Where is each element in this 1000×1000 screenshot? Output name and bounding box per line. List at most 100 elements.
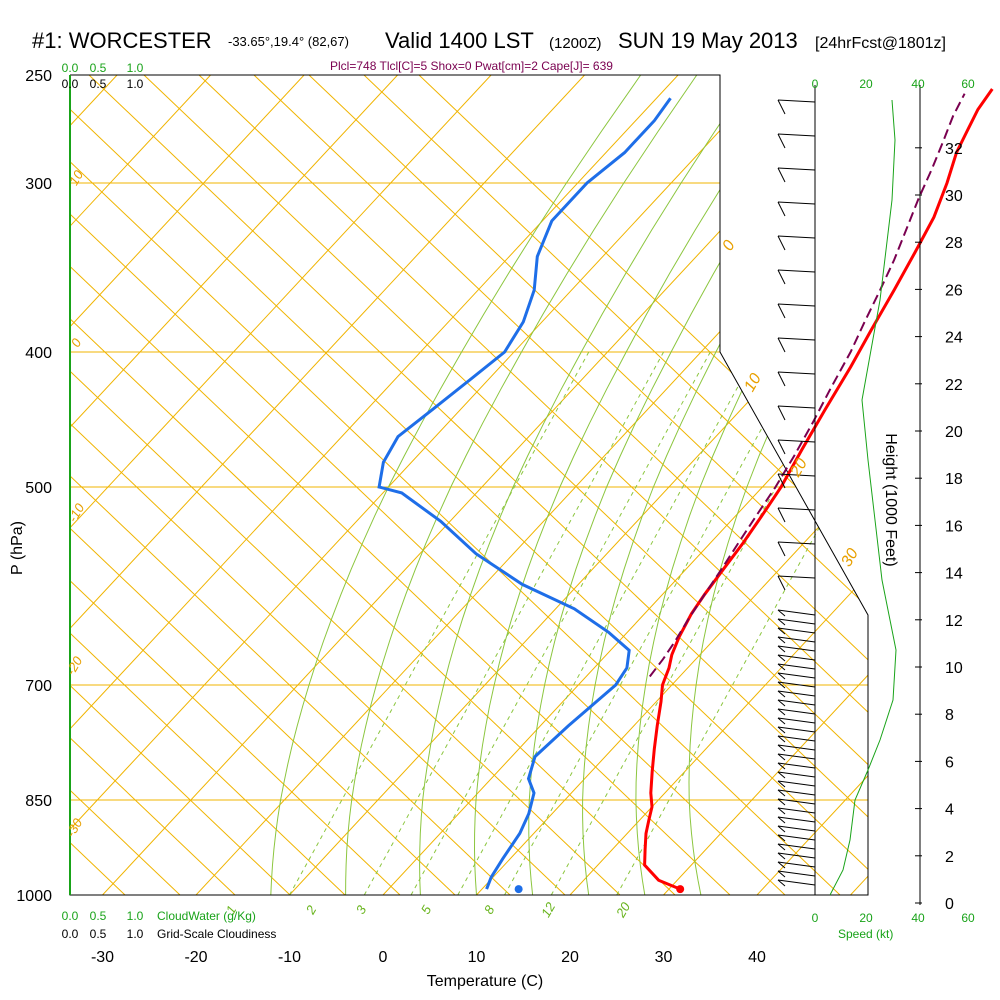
pressure-label: 700 — [25, 678, 52, 695]
wind-barb — [777, 303, 816, 307]
wind-barb-flag — [777, 645, 786, 653]
height-tick-label: 12 — [945, 613, 963, 630]
isotherm-line — [382, 75, 868, 895]
moist-adiabat-line — [345, 75, 698, 895]
wind-barb — [777, 663, 816, 670]
wind-barb — [777, 807, 816, 814]
height-tick-label: 2 — [945, 849, 954, 866]
x-tick-label: 30 — [655, 949, 673, 966]
dry-adiabat-line — [70, 75, 566, 895]
isotherm-line — [195, 75, 868, 895]
pressure-label: 300 — [25, 176, 52, 193]
surface-dewpoint-dot — [514, 885, 523, 894]
wind-barb — [777, 816, 816, 823]
wind-barb-flag — [777, 654, 786, 662]
wind-barb — [777, 575, 816, 579]
wind-barb-flag — [777, 690, 786, 698]
isotherm-label: 0 — [720, 238, 739, 254]
dry-adiabat-line — [418, 75, 868, 895]
cloudwater-bottom-tick: 0.0 — [62, 909, 79, 923]
parcel-line — [649, 93, 966, 678]
isotherm-line — [102, 75, 866, 895]
wind-barb-flag — [777, 663, 786, 671]
cloudiness-bottom-tick: 0.0 — [62, 927, 79, 941]
thermo-grid — [70, 75, 868, 895]
station-coords: -33.65°,19.4° (82,67) — [228, 34, 349, 49]
mixing-ratio-label: 20 — [612, 899, 633, 921]
mixing-ratio-label: 3 — [353, 902, 370, 916]
wind-barb — [777, 439, 816, 443]
pressure-label: 250 — [25, 68, 52, 85]
speed-label: Speed (kt) — [838, 927, 893, 941]
isotherm-line — [70, 75, 585, 895]
height-tick-label: 6 — [945, 754, 954, 771]
wind-barb-flag — [777, 744, 786, 752]
height-tick-label: 8 — [945, 707, 954, 724]
wind-barb — [777, 507, 816, 511]
height-tick-label: 28 — [945, 235, 963, 252]
isotherm-label: -10 — [65, 500, 88, 524]
height-tick-label: 14 — [945, 566, 963, 583]
height-tick-label: 10 — [945, 660, 963, 677]
wind-barb — [777, 870, 816, 877]
cloudiness-bottom-tick: 1.0 — [127, 927, 144, 941]
pressure-label: 400 — [25, 345, 52, 362]
speed-top-tick: 0 — [812, 77, 819, 91]
dry-adiabat-line — [253, 75, 868, 895]
wind-barb-flag — [777, 269, 786, 285]
speed-top-tick: 60 — [961, 77, 975, 91]
wind-barb-flag — [777, 789, 786, 797]
speed-bottom-tick: 60 — [961, 911, 975, 925]
wind-barb — [777, 879, 816, 886]
isotherm-line — [850, 75, 868, 895]
wind-barb — [777, 541, 816, 545]
mixing-ratio-line — [457, 351, 758, 895]
wind-barb-flag — [777, 235, 786, 251]
wind-barb — [777, 654, 816, 661]
wind-barb — [777, 201, 816, 205]
wind-barb — [777, 780, 816, 787]
cloudiness-label: Grid-Scale Cloudiness — [157, 927, 276, 941]
x-tick-label: 0 — [379, 949, 388, 966]
dry-adiabat-line — [70, 75, 236, 895]
x-tick-label: -10 — [278, 949, 301, 966]
dry-adiabat-line — [308, 75, 868, 895]
cloudwater-bottom-tick: 1.0 — [127, 909, 144, 923]
wind-barb — [777, 609, 816, 616]
dry-adiabat-line — [363, 75, 868, 895]
wind-barb — [777, 645, 816, 652]
wind-barb — [777, 861, 816, 868]
isotherm-line — [663, 75, 868, 895]
dry-adiabat-line — [143, 75, 868, 895]
height-tick-label: 22 — [945, 377, 963, 394]
wind-barb-flag — [777, 717, 786, 725]
axes: -30 -20 -10 0 10 20 30 402503004005007008501000… — [16, 61, 975, 966]
height-tick-label: 26 — [945, 282, 963, 299]
wind-barb-flag — [777, 825, 786, 833]
forecast-date: SUN 19 May 2013 — [618, 28, 798, 53]
mixing-ratio-label: 5 — [418, 902, 435, 916]
stability-indices: Plcl=748 Tlcl[C]=5 Shox=0 Pwat[cm]=2 Cap… — [330, 59, 613, 73]
wind-barb-flag — [777, 762, 786, 770]
isotherm-label: 30 — [838, 546, 862, 570]
wind-barb-flag — [777, 303, 786, 319]
wind-barb-flag — [777, 753, 786, 761]
wind-barb-flag — [777, 337, 786, 353]
forecast-info: [24hrFcst@1801z] — [815, 35, 946, 52]
isotherm-line — [70, 75, 211, 895]
isotherm-label: -30 — [63, 815, 86, 839]
wind-barb — [777, 789, 816, 796]
wind-barb — [777, 708, 816, 715]
mixing-ratio-label: 8 — [481, 902, 498, 916]
x-axis-title: Temperature (C) — [427, 973, 543, 990]
wind-barb-flag — [777, 672, 786, 680]
dry-adiabat-line — [70, 75, 621, 895]
wind-barb — [777, 771, 816, 778]
cloudiness-top-tick: 0.5 — [90, 77, 107, 91]
wind-barb — [777, 843, 816, 850]
wind-barb — [777, 473, 816, 477]
wind-barb — [777, 337, 816, 341]
height-tick-label: 20 — [945, 424, 963, 441]
isotherm-line — [70, 75, 679, 895]
